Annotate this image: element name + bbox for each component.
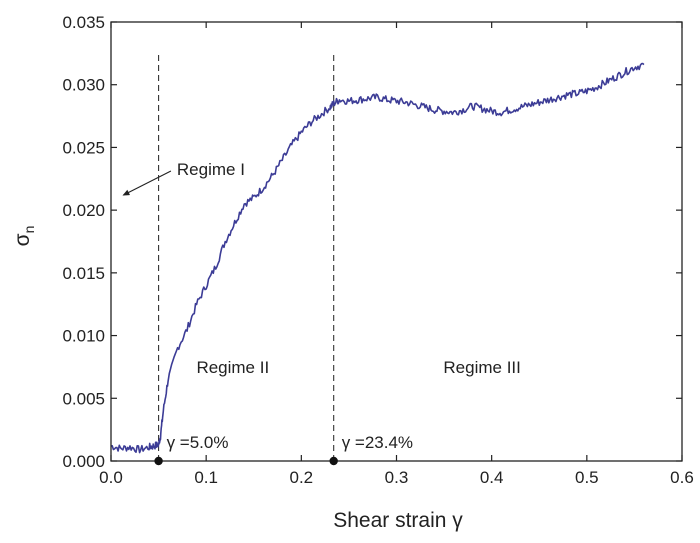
boundary-point	[329, 456, 338, 466]
y-tick-label: 0.015	[62, 264, 105, 283]
x-tick-label: 0.3	[385, 468, 409, 487]
x-tick-label: 0.6	[670, 468, 694, 487]
x-tick-labels: 0.0 0.1 0.2 0.3 0.4 0.5 0.6	[99, 468, 694, 487]
y-tick-label: 0.010	[62, 327, 105, 346]
y-tick-label: 0.005	[62, 389, 105, 408]
annotation-text: Regime II	[196, 358, 269, 377]
annotation-text: Regime III	[443, 358, 520, 377]
x-tick-label: 0.2	[290, 468, 314, 487]
boundary-label: γ =23.4%	[342, 433, 413, 452]
y-tick-label: 0.000	[62, 452, 105, 471]
boundary-markers: γ =5.0% γ =23.4%	[154, 433, 413, 466]
x-tick-label: 0.5	[575, 468, 599, 487]
y-tick-labels: 0.000 0.005 0.010 0.015 0.020 0.025 0.030 0.035	[62, 13, 105, 471]
series-layer	[110, 62, 645, 454]
y-axis-title: σn	[11, 226, 37, 247]
series-line	[110, 62, 645, 454]
y-tick-label: 0.020	[62, 201, 105, 220]
y-tick-label: 0.025	[62, 138, 105, 157]
y-axis-subscript: n	[21, 226, 37, 234]
annotation-arrow	[122, 170, 172, 196]
boundary-label: γ =5.0%	[167, 433, 229, 452]
y-tick-label: 0.035	[62, 13, 105, 32]
boundary-point	[154, 456, 163, 466]
annotation-text: Regime I	[177, 160, 245, 179]
x-tick-label: 0.4	[480, 468, 504, 487]
x-tick-label: 0.0	[99, 468, 123, 487]
annotations: Regime I Regime II Regime III	[122, 160, 521, 377]
x-axis-title: Shear strain γ	[333, 509, 463, 532]
y-axis-symbol: σ	[11, 233, 34, 246]
y-tick-label: 0.030	[62, 76, 105, 95]
tick-marks	[110, 21, 683, 462]
x-tick-label: 0.1	[194, 468, 218, 487]
regime-boundaries	[158, 55, 335, 461]
